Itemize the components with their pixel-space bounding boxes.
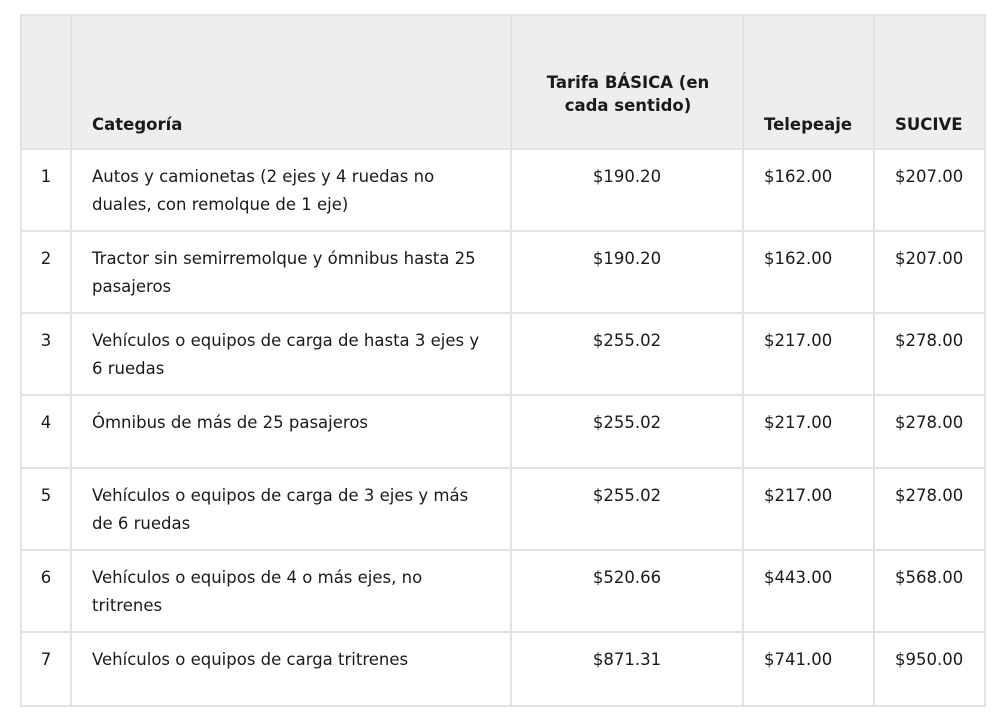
sucive-cell: $207.00 [873, 148, 986, 232]
table-row: 7 Vehículos o equipos de carga tritrenes $… [20, 631, 986, 707]
table-row: 2 Tractor sin semirremolque y ómnibus has… [20, 230, 986, 314]
table-header-row: Categoría Tarifa BÁSICA (en cada sentido… [20, 14, 986, 150]
categoria-cell: Tractor sin semirremolque y ómnibus hast… [70, 230, 512, 314]
tarifa-cell: $190.20 [510, 230, 744, 314]
tarifa-cell: $255.02 [510, 467, 744, 551]
sucive-cell: $278.00 [873, 467, 986, 551]
categoria-cell: Vehículos o equipos de carga tritrenes [70, 631, 512, 707]
tarifa-cell: $520.66 [510, 549, 744, 633]
categoria-cell: Autos y camionetas (2 ejes y 4 ruedas no… [70, 148, 512, 232]
row-number: 7 [20, 631, 72, 707]
telepeaje-cell: $162.00 [742, 148, 875, 232]
tarifa-cell: $190.20 [510, 148, 744, 232]
row-number: 4 [20, 394, 72, 469]
sucive-cell: $568.00 [873, 549, 986, 633]
sucive-cell: $278.00 [873, 394, 986, 469]
tarifa-cell: $255.02 [510, 394, 744, 469]
table-row: 1 Autos y camionetas (2 ejes y 4 ruedas n… [20, 148, 986, 232]
sucive-cell: $950.00 [873, 631, 986, 707]
table-row: 5 Vehículos o equipos de carga de 3 ejes … [20, 467, 986, 551]
header-sucive: SUCIVE [873, 14, 986, 150]
header-categoria: Categoría [70, 14, 512, 150]
telepeaje-cell: $217.00 [742, 312, 875, 396]
sucive-cell: $278.00 [873, 312, 986, 396]
categoria-cell: Vehículos o equipos de 4 o más ejes, no … [70, 549, 512, 633]
row-number: 3 [20, 312, 72, 396]
sucive-cell: $207.00 [873, 230, 986, 314]
row-number: 5 [20, 467, 72, 551]
header-tarifa-basica: Tarifa BÁSICA (en cada sentido) [510, 14, 744, 150]
table-row: 4 Ómnibus de más de 25 pasajeros $255.02 $2… [20, 394, 986, 469]
telepeaje-cell: $217.00 [742, 467, 875, 551]
row-number: 2 [20, 230, 72, 314]
telepeaje-cell: $741.00 [742, 631, 875, 707]
row-number: 1 [20, 148, 72, 232]
header-telepeaje: Telepeaje [742, 14, 875, 150]
row-number: 6 [20, 549, 72, 633]
telepeaje-cell: $443.00 [742, 549, 875, 633]
table-row: 6 Vehículos o equipos de 4 o más ejes, no… [20, 549, 986, 633]
categoria-cell: Ómnibus de más de 25 pasajeros [70, 394, 512, 469]
categoria-cell: Vehículos o equipos de carga de 3 ejes y… [70, 467, 512, 551]
categoria-cell: Vehículos o equipos de carga de hasta 3 … [70, 312, 512, 396]
tarifa-cell: $871.31 [510, 631, 744, 707]
tarifa-cell: $255.02 [510, 312, 744, 396]
header-number [20, 14, 72, 150]
toll-rates-table: Categoría Tarifa BÁSICA (en cada sentido… [20, 14, 986, 707]
table-row: 3 Vehículos o equipos de carga de hasta 3… [20, 312, 986, 396]
telepeaje-cell: $162.00 [742, 230, 875, 314]
telepeaje-cell: $217.00 [742, 394, 875, 469]
